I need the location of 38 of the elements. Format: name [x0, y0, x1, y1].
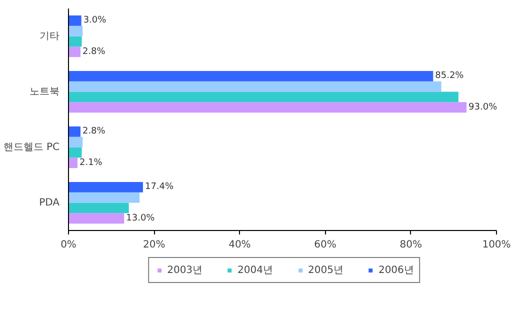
y-tick-label: 노트북	[30, 86, 60, 98]
legend-label: 2005년	[308, 264, 344, 277]
legend-label: 2003년	[167, 264, 203, 277]
y-tick-label: 핸드헬드 PC	[3, 142, 60, 153]
data-label: 2.1%	[79, 158, 103, 168]
x-tick-label: 20%	[142, 240, 166, 250]
x-tick-label: 0%	[60, 240, 76, 250]
bar	[68, 213, 124, 224]
data-label: 85.2%	[435, 71, 464, 82]
x-tick-label: 80%	[400, 240, 422, 250]
y-tick-label: 기타	[40, 30, 60, 42]
x-tick-label: 40%	[228, 240, 251, 250]
bar	[68, 126, 80, 137]
bar	[68, 46, 80, 58]
bar	[68, 102, 467, 113]
bar	[68, 81, 442, 92]
data-label: 2.8%	[82, 126, 106, 137]
data-label: 93.0%	[468, 102, 498, 112]
legend-label: 2004년	[238, 264, 273, 277]
bar	[68, 158, 78, 168]
bar	[68, 192, 140, 203]
data-label: 2.8%	[82, 46, 106, 57]
x-tick-label: 100%	[482, 240, 511, 250]
legend-label: 2006년	[378, 264, 414, 277]
bar	[68, 15, 82, 26]
bar	[68, 182, 143, 192]
bar	[68, 26, 83, 36]
bar	[68, 92, 458, 102]
data-label: 3.0%	[83, 16, 107, 26]
data-label: 13.0%	[126, 213, 156, 224]
x-tick-label: 60%	[314, 240, 336, 250]
data-label: 17.4%	[144, 182, 174, 192]
bar	[68, 202, 129, 214]
bar	[68, 136, 83, 148]
bar	[68, 147, 82, 158]
bar	[68, 70, 434, 82]
y-tick-label: PDA	[39, 197, 60, 208]
bar	[68, 36, 82, 47]
